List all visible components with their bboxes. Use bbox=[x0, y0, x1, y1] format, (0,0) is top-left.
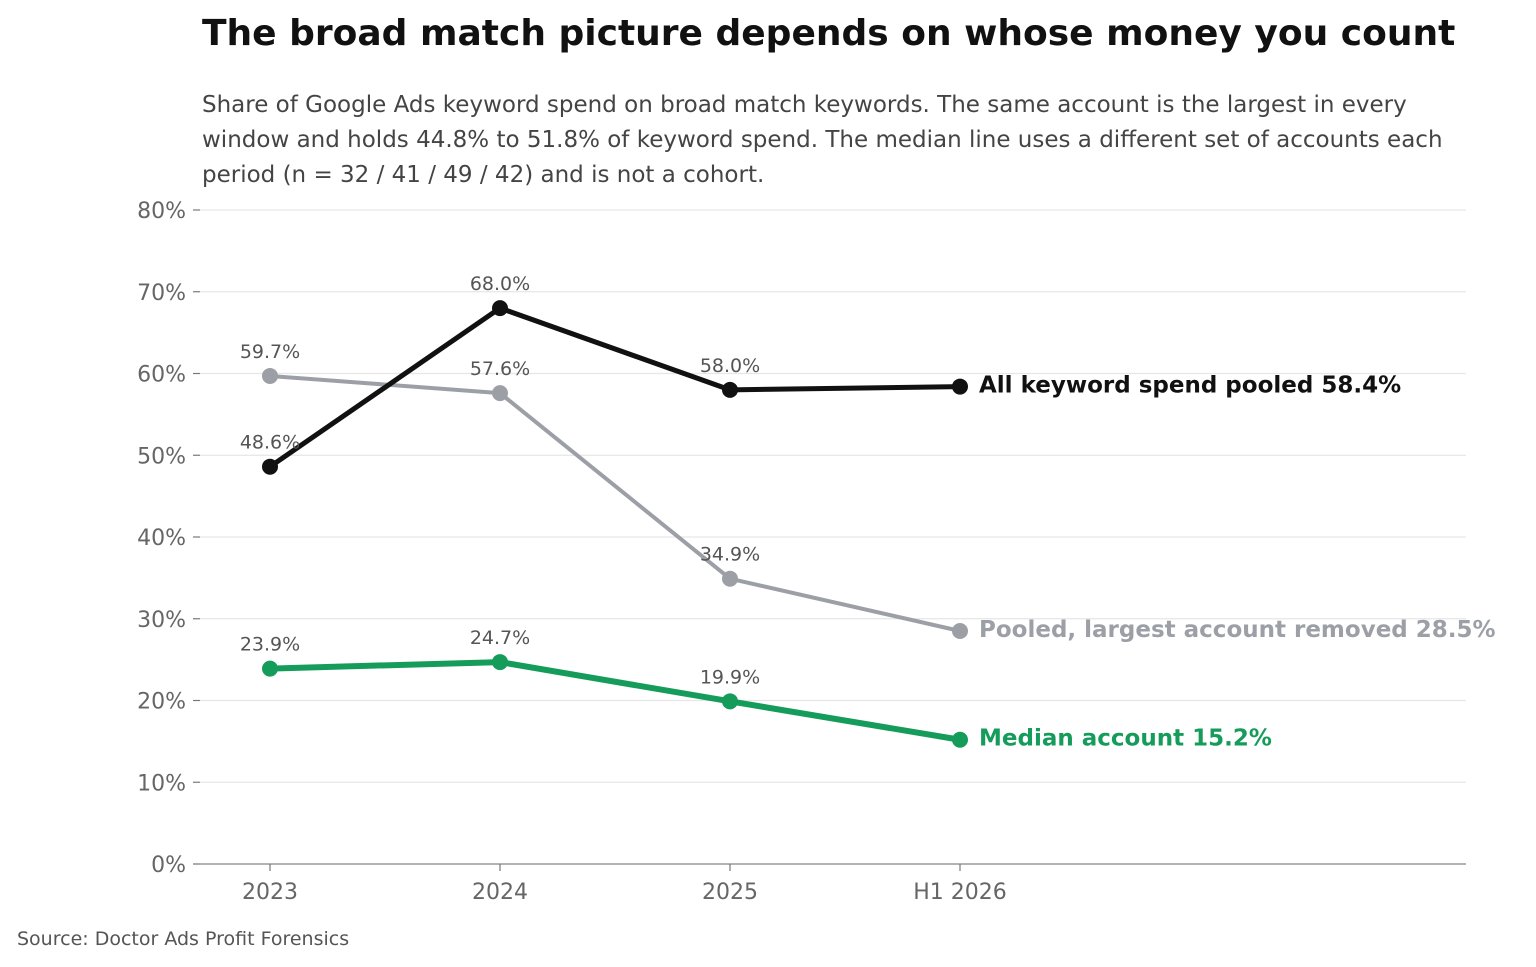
gridlines bbox=[200, 209, 1466, 783]
y-tick-label: 70% bbox=[137, 281, 186, 306]
series-line bbox=[268, 373, 962, 634]
chart-subtitle-line-2: window and holds 44.8% to 51.8% of keywo… bbox=[202, 127, 1443, 153]
series-lines bbox=[262, 300, 968, 748]
data-point bbox=[492, 385, 508, 402]
data-point bbox=[722, 381, 738, 398]
y-tick-label: 40% bbox=[137, 526, 186, 551]
series-end-label: Median account 15.2% bbox=[979, 726, 1272, 752]
series-line bbox=[267, 305, 963, 470]
y-tick-label: 10% bbox=[137, 771, 186, 796]
series-end-label: All keyword spend pooled 58.4% bbox=[979, 373, 1401, 399]
data-point bbox=[262, 458, 278, 475]
data-point bbox=[262, 367, 278, 384]
y-tick-label: 60% bbox=[137, 363, 186, 388]
x-tick-label: 2023 bbox=[242, 880, 298, 905]
chart-title: The broad match picture depends on whose… bbox=[202, 13, 1455, 54]
source-note: Source: Doctor Ads Profit Forensics bbox=[17, 928, 349, 950]
data-point bbox=[492, 654, 508, 671]
chart-subtitle-line-1: Share of Google Ads keyword spend on bro… bbox=[202, 92, 1407, 118]
x-tick-label: H1 2026 bbox=[913, 880, 1007, 905]
data-point bbox=[952, 623, 968, 640]
data-point bbox=[722, 570, 738, 587]
series-line bbox=[267, 659, 963, 743]
data-label: 34.9% bbox=[700, 544, 760, 566]
data-point bbox=[492, 300, 508, 317]
data-labels: 48.6% 68.0% 58.0% 59.7% 57.6% 34.9% 23.9% 24.7%… bbox=[240, 273, 1496, 752]
series-end-label: Pooled, largest account removed 28.5% bbox=[979, 617, 1496, 643]
y-tick-label: 20% bbox=[137, 690, 186, 715]
data-point bbox=[722, 693, 738, 710]
data-point bbox=[952, 731, 968, 748]
data-point bbox=[262, 660, 278, 677]
data-label: 19.9% bbox=[700, 666, 760, 688]
data-label: 68.0% bbox=[470, 273, 530, 295]
x-tick-label: 2025 bbox=[702, 880, 758, 905]
axes: 0% 10% 20% 30% 40% 50% 60% 70% 80% 2023 2024 2025 H1… bbox=[137, 199, 1466, 905]
chart-subtitle-line-3: period (n = 32 / 41 / 49 / 42) and is no… bbox=[202, 162, 764, 188]
y-tick-label: 50% bbox=[137, 444, 186, 469]
data-label: 58.0% bbox=[700, 355, 760, 377]
data-label: 59.7% bbox=[240, 341, 300, 363]
data-label: 23.9% bbox=[240, 634, 300, 656]
data-point bbox=[952, 378, 968, 395]
y-tick-label: 30% bbox=[137, 608, 186, 633]
data-label: 24.7% bbox=[470, 627, 530, 649]
x-tick-label: 2024 bbox=[472, 880, 528, 905]
y-tick-label: 0% bbox=[151, 853, 186, 878]
data-label: 48.6% bbox=[240, 432, 300, 454]
data-label: 57.6% bbox=[470, 358, 530, 380]
y-tick-label: 80% bbox=[137, 199, 186, 224]
